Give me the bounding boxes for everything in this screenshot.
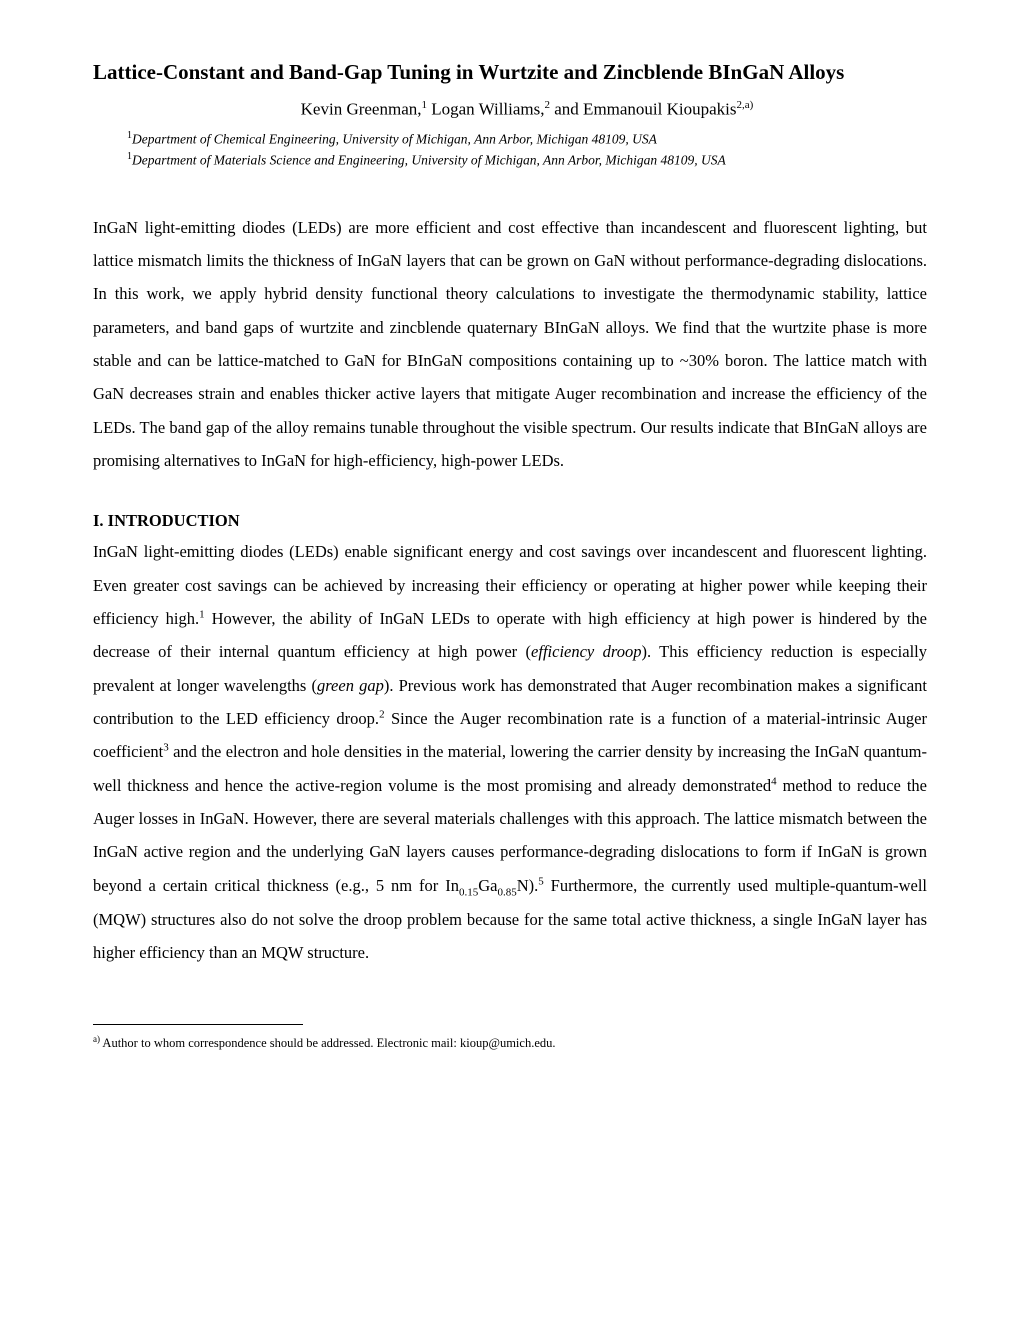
affiliation-2: 1Department of Materials Science and Eng… <box>127 151 927 169</box>
introduction-paragraph: InGaN light-emitting diodes (LEDs) enabl… <box>93 535 927 969</box>
subscript-ga: 0.85 <box>497 886 516 898</box>
green-gap-term: green gap <box>317 676 384 695</box>
affiliation-1: 1Department of Chemical Engineering, Uni… <box>127 130 927 148</box>
affiliation-2-text: Department of Materials Science and Engi… <box>132 153 726 168</box>
author-2: Logan Williams, <box>427 100 545 119</box>
abstract-paragraph: InGaN light-emitting diodes (LEDs) are m… <box>93 211 927 478</box>
footnote-divider <box>93 1024 303 1025</box>
paper-title: Lattice-Constant and Band-Gap Tuning in … <box>93 60 927 85</box>
subscript-in: 0.15 <box>459 886 478 898</box>
authors-line: Kevin Greenman,1 Logan Williams,2 and Em… <box>127 99 927 120</box>
footnote-marker: a) <box>93 1034 100 1044</box>
affiliation-1-text: Department of Chemical Engineering, Univ… <box>132 131 657 146</box>
intro-text-9: N). <box>517 876 539 895</box>
intro-text-8: Ga <box>478 876 497 895</box>
corresponding-author-footnote: a) Author to whom correspondence should … <box>93 1033 927 1053</box>
author-3: and Emmanouil Kioupakis <box>550 100 737 119</box>
footnote-text: Author to whom correspondence should be … <box>100 1036 556 1050</box>
author-1: Kevin Greenman, <box>301 100 422 119</box>
section-heading-introduction: I. INTRODUCTION <box>93 511 927 531</box>
efficiency-droop-term: efficiency droop <box>531 642 641 661</box>
author-3-affil-sup: 2,a) <box>737 99 754 111</box>
